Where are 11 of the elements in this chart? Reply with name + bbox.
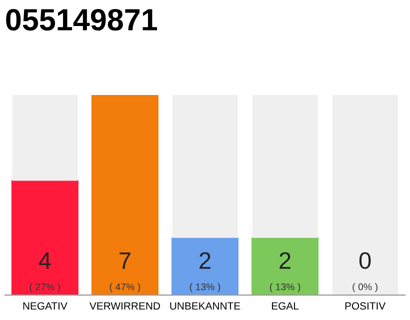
- data-label: 2 ( 13% ): [270, 252, 300, 292]
- x-tick-label: POSITIV: [345, 302, 386, 310]
- data-label: 7 ( 47% ): [110, 252, 140, 292]
- x-tick-label: EGAL: [272, 302, 299, 310]
- data-label: 0 ( 0% ): [352, 252, 378, 292]
- data-label: 4 ( 27% ): [30, 252, 60, 292]
- data-label: 2 ( 13% ): [190, 252, 220, 292]
- chart-title: 055149871: [6, 8, 158, 31]
- x-tick-label: NEGATIV: [23, 302, 68, 310]
- x-tick-label: VERWIRREND: [90, 302, 160, 310]
- x-tick-label: UNBEKANNTE: [170, 302, 240, 310]
